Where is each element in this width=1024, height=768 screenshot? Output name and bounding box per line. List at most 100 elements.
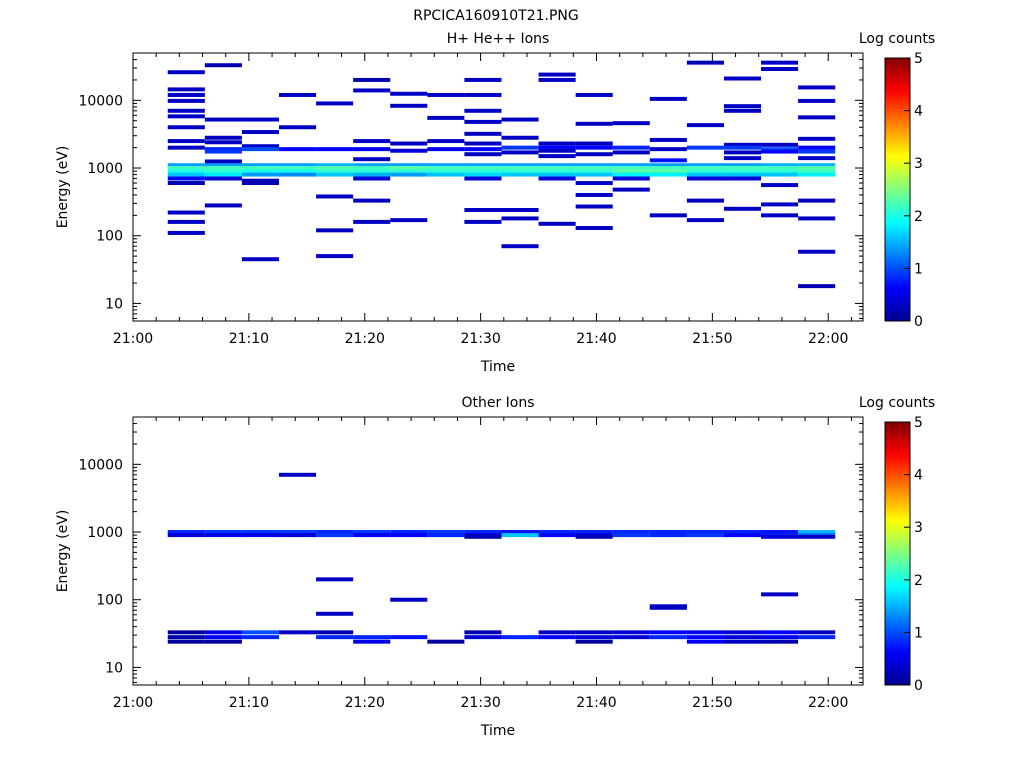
heatmap-cells <box>167 472 836 644</box>
heatmap-cell <box>204 169 242 174</box>
heatmap-cell <box>464 207 502 212</box>
heatmap-cell <box>279 92 317 97</box>
heatmap-cell <box>241 147 279 152</box>
heatmap-cell <box>204 147 242 152</box>
heatmap-cell <box>279 530 317 535</box>
heatmap-cell <box>798 163 836 168</box>
heatmap-cell <box>575 181 613 186</box>
heatmap-cell <box>279 163 317 168</box>
heatmap-cell <box>723 104 762 109</box>
x-tick-label: 21:50 <box>692 331 732 347</box>
heatmap-cell <box>612 635 650 640</box>
heatmap-cell <box>464 635 502 640</box>
heatmap-cell <box>686 145 724 150</box>
heatmap-cell <box>686 172 724 177</box>
panel-title: H+ He++ Ions <box>447 31 550 47</box>
heatmap-cell <box>575 635 613 640</box>
heatmap-cell <box>241 257 279 262</box>
heatmap-cell <box>316 635 354 640</box>
heatmap-cell <box>501 244 539 249</box>
heatmap-cell <box>761 163 799 168</box>
heatmap-cell <box>353 157 391 162</box>
heatmap-cell <box>204 135 242 140</box>
heatmap-cell <box>575 630 613 635</box>
heatmap-cell <box>501 163 539 168</box>
heatmap-cell <box>241 530 279 535</box>
heatmap-cell <box>501 166 539 171</box>
heatmap-cell <box>427 115 465 120</box>
heatmap-cell <box>501 216 539 221</box>
heatmap-cell <box>575 172 613 177</box>
heatmap-cell <box>427 530 465 535</box>
heatmap-cell <box>353 169 391 174</box>
heatmap-cell <box>723 206 762 211</box>
heatmap-cell <box>167 70 205 75</box>
heatmap-cell <box>316 194 354 199</box>
heatmap-cell <box>464 119 502 124</box>
heatmap-cell <box>427 166 465 171</box>
heatmap-cell <box>353 139 391 144</box>
heatmap-cell <box>353 172 391 177</box>
heatmap-cell <box>167 639 205 644</box>
heatmap-cell <box>390 635 428 640</box>
heatmap-cell <box>167 92 205 97</box>
heatmap-cell <box>353 166 391 171</box>
heatmap-cell <box>167 87 205 92</box>
heatmap-cell <box>723 533 762 538</box>
heatmap-cell <box>390 530 428 535</box>
heatmap-cell <box>761 635 799 640</box>
heatmap-cell <box>464 77 502 82</box>
heatmap-cell <box>353 163 391 168</box>
heatmap-cell <box>353 176 391 181</box>
heatmap-cell <box>167 635 205 640</box>
heatmap-cell <box>761 149 799 154</box>
colorbar-tick-label: 4 <box>914 468 923 484</box>
heatmap-cell <box>761 142 799 147</box>
heatmap-cell <box>353 530 391 535</box>
heatmap-cell <box>501 117 539 122</box>
y-tick-label: 10 <box>105 660 123 676</box>
heatmap-cell <box>723 176 762 181</box>
heatmap-cell <box>316 166 354 171</box>
heatmap-cell <box>538 141 576 146</box>
heatmap-cell <box>167 163 205 168</box>
heatmap-cell <box>538 530 576 535</box>
heatmap-cell <box>464 630 502 635</box>
heatmap-cell <box>316 254 354 259</box>
heatmap-cell <box>353 77 391 82</box>
heatmap-cell <box>167 169 205 174</box>
colorbar-label: Log counts <box>859 31 935 47</box>
heatmap-cell <box>538 72 576 77</box>
heatmap-cell <box>279 147 317 152</box>
heatmap-cell <box>649 213 687 218</box>
heatmap-cell <box>204 176 242 181</box>
heatmap-cell <box>798 145 836 150</box>
heatmap-cell <box>649 530 687 535</box>
heatmap-cell <box>686 163 724 168</box>
heatmap-cell <box>353 219 391 224</box>
heatmap-cell <box>241 630 279 635</box>
heatmap-cell <box>798 249 836 254</box>
heatmap-cell <box>167 176 205 181</box>
heatmap-cell <box>612 530 650 535</box>
x-tick-label: 21:10 <box>229 695 269 711</box>
heatmap-cell <box>538 635 576 640</box>
heatmap-cell <box>427 139 465 144</box>
heatmap-cell <box>427 639 465 644</box>
heatmap-cell <box>723 76 762 81</box>
heatmap-cell <box>538 166 576 171</box>
x-tick-label: 21:40 <box>576 331 616 347</box>
heatmap-cell <box>427 163 465 168</box>
heatmap-cell <box>501 172 539 177</box>
heatmap-cell <box>575 530 613 535</box>
heatmap-cell <box>761 166 799 171</box>
heatmap-cell <box>538 77 576 82</box>
heatmap-cell <box>464 141 502 146</box>
heatmap-cell <box>575 92 613 97</box>
heatmap-cell <box>353 88 391 93</box>
y-axis-label: Energy (eV) <box>55 510 71 593</box>
heatmap-cell <box>316 533 354 538</box>
heatmap-cell <box>241 117 279 122</box>
heatmap-cell <box>316 611 354 616</box>
heatmap-cell <box>167 530 205 535</box>
